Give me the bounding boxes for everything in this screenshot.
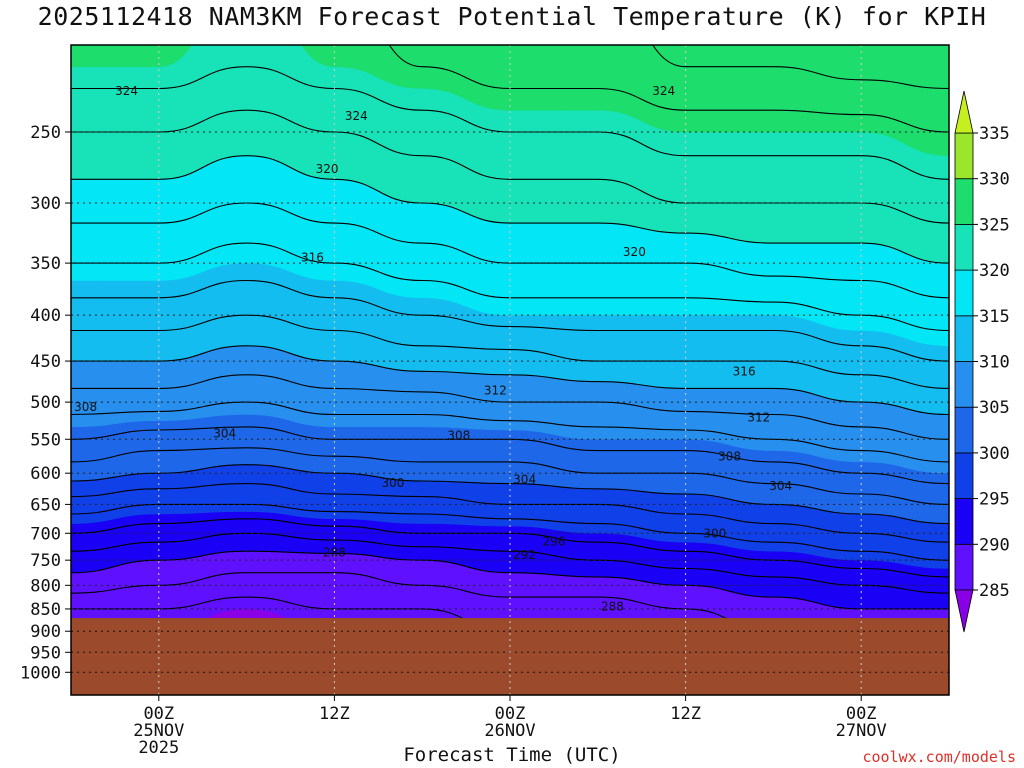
contour-label-296: 296: [542, 535, 565, 549]
contour-label-304: 304: [513, 473, 536, 487]
colorbar-label-300: 300: [979, 444, 1010, 464]
colorbar-box-320: [954, 223, 974, 271]
contour-290: [71, 550, 949, 610]
colorbar-box-325: [954, 178, 974, 225]
x-tick-label-18-0: 12Z: [319, 704, 350, 724]
source-credit: coolwx.com/models: [862, 748, 1016, 766]
contour-label-292: 292: [513, 548, 536, 562]
grid-lines: [71, 45, 949, 695]
x-tick-label-6-2: 2025: [138, 738, 179, 758]
y-tick-label-350: 350: [30, 254, 61, 274]
contour-320: [71, 155, 949, 264]
contour-label-288: 288: [323, 545, 346, 559]
colorbar-label-315: 315: [979, 307, 1010, 327]
colorbar-label-285: 285: [979, 581, 1010, 601]
colorbar-label-305: 305: [979, 398, 1010, 418]
y-tick-label-300: 300: [30, 194, 61, 214]
x-tick-label-54-0: 00Z: [846, 704, 877, 724]
y-tick-label-450: 450: [30, 352, 61, 372]
chart-title: 2025112418 NAM3KM Forecast Potential Tem…: [37, 2, 987, 31]
contour-label-320: 320: [316, 162, 339, 176]
contour-302: [71, 447, 949, 505]
y-tick-label-750: 750: [30, 551, 61, 571]
y-tick-label-950: 950: [30, 643, 61, 663]
colorbar-min-arrow: [954, 589, 974, 633]
y-tick-label-700: 700: [30, 524, 61, 544]
contour-label-300: 300: [381, 476, 404, 490]
y-tick-label-400: 400: [30, 306, 61, 326]
contour-label-288: 288: [601, 600, 624, 614]
colorbar-label-335: 335: [979, 124, 1010, 144]
colorbar-label-330: 330: [979, 170, 1010, 190]
y-tick-label-600: 600: [30, 464, 61, 484]
x-tick-label-54-1: 27NOV: [836, 721, 887, 741]
terrain-mask: [71, 618, 949, 695]
contour-310: [71, 345, 949, 416]
contour-328: [652, 45, 949, 90]
colorbar-legend: 285 290 295 300 305 310 315 320 325 330 335: [954, 90, 1010, 633]
colorbar-box-305: [954, 361, 974, 408]
x-tick-label-6-0: 00Z: [143, 704, 174, 724]
contour-label-308: 308: [74, 400, 97, 414]
colorbar-box-315: [954, 269, 974, 317]
colorbar-label-320: 320: [979, 261, 1010, 281]
contour-label-320: 320: [623, 245, 646, 259]
contour-label-304: 304: [213, 427, 236, 441]
contour-306: [71, 401, 949, 463]
y-tick-label-900: 900: [30, 622, 61, 642]
colorbar-box-330: [954, 132, 974, 180]
contour-312: [71, 314, 949, 389]
y-tick-label-800: 800: [30, 576, 61, 596]
y-tick-label-850: 850: [30, 600, 61, 620]
x-tick-label-42-0: 12Z: [670, 704, 701, 724]
contour-326: [388, 45, 949, 133]
colorbar-box-295: [954, 452, 974, 499]
colorbar-box-310: [954, 315, 974, 362]
colorbar-label-295: 295: [979, 490, 1010, 510]
contour-label-312: 312: [484, 383, 507, 397]
colorbar-box-300: [954, 406, 974, 454]
x-tick-label-30-0: 00Z: [495, 704, 526, 724]
contour-labels: 324 324 324 320 320 316 316 312 312 308 308 308 304 3…: [74, 84, 792, 614]
colorbar-label-325: 325: [979, 215, 1010, 235]
contour-label-312: 312: [747, 410, 770, 424]
y-tick-label-1000: 1000: [20, 663, 61, 683]
terrain-block: [71, 618, 949, 695]
y-tick-label-250: 250: [30, 123, 61, 143]
x-tick-label-30-1: 26NOV: [484, 721, 535, 741]
x-axis-label: Forecast Time (UTC): [403, 744, 621, 766]
contour-label-304: 304: [769, 479, 792, 493]
contour-label-324: 324: [115, 84, 138, 98]
y-tick-label-650: 650: [30, 495, 61, 515]
contour-label-316: 316: [301, 251, 324, 265]
y-tick-label-500: 500: [30, 393, 61, 413]
colorbar-label-310: 310: [979, 353, 1010, 373]
contour-label-308: 308: [447, 429, 470, 443]
colorbar-box-285: [954, 543, 974, 591]
colorbar-box-290: [954, 498, 974, 545]
contour-label-308: 308: [718, 450, 741, 464]
contour-292: [71, 532, 949, 594]
contour-label-324: 324: [345, 109, 368, 123]
contour-label-316: 316: [733, 364, 756, 378]
contour-314: [71, 279, 949, 362]
y-tick-label-550: 550: [30, 430, 61, 450]
x-tick-label-6-1: 25NOV: [133, 721, 184, 741]
y-axis-ticks: 2503003504004505005506006507007508008509…: [20, 123, 71, 683]
contour-label-300: 300: [703, 526, 726, 540]
contour-label-324: 324: [652, 84, 675, 98]
colorbar-label-290: 290: [979, 535, 1010, 555]
colorbar-max-arrow: [954, 90, 974, 134]
